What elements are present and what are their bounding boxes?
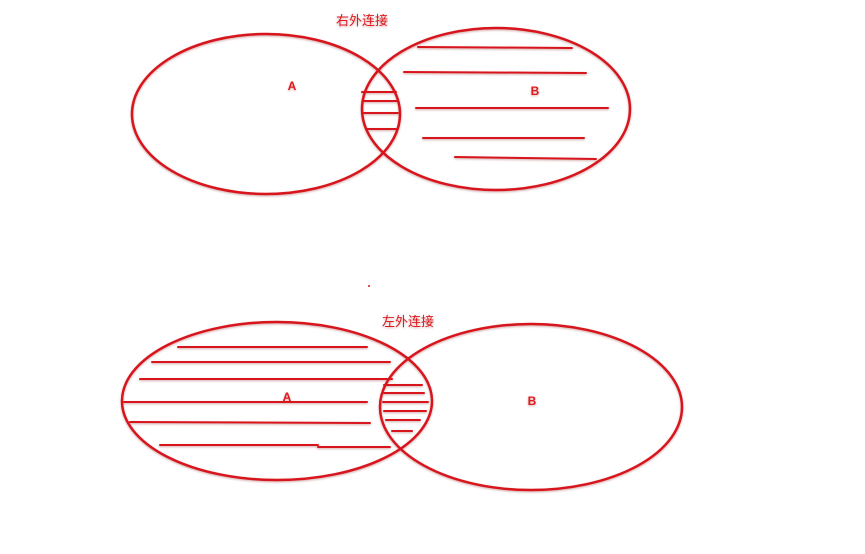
set-b-label: B xyxy=(531,84,540,98)
set-a-label: A xyxy=(283,390,292,404)
right-join-caption: 右外连接 xyxy=(336,13,388,29)
left-join-caption: 左外连接 xyxy=(382,314,434,330)
set-b-label: B xyxy=(528,394,537,408)
set-b-circle xyxy=(378,322,684,492)
set-b-hatching xyxy=(361,46,609,160)
set-b-circle xyxy=(360,26,632,192)
set-a-label: A xyxy=(288,79,297,93)
stray-dot xyxy=(368,285,370,287)
right-outer-join-diagram: 右外连接 A B xyxy=(130,13,632,196)
hatch-line xyxy=(454,156,597,160)
set-a-hatching xyxy=(123,346,429,448)
left-outer-join-diagram: 左外连接 A B xyxy=(120,314,684,492)
hatch-line xyxy=(403,71,587,74)
set-a-circle xyxy=(130,32,402,196)
hatch-line xyxy=(417,46,573,49)
hatch-line xyxy=(129,421,371,424)
set-a-circle xyxy=(120,320,434,482)
